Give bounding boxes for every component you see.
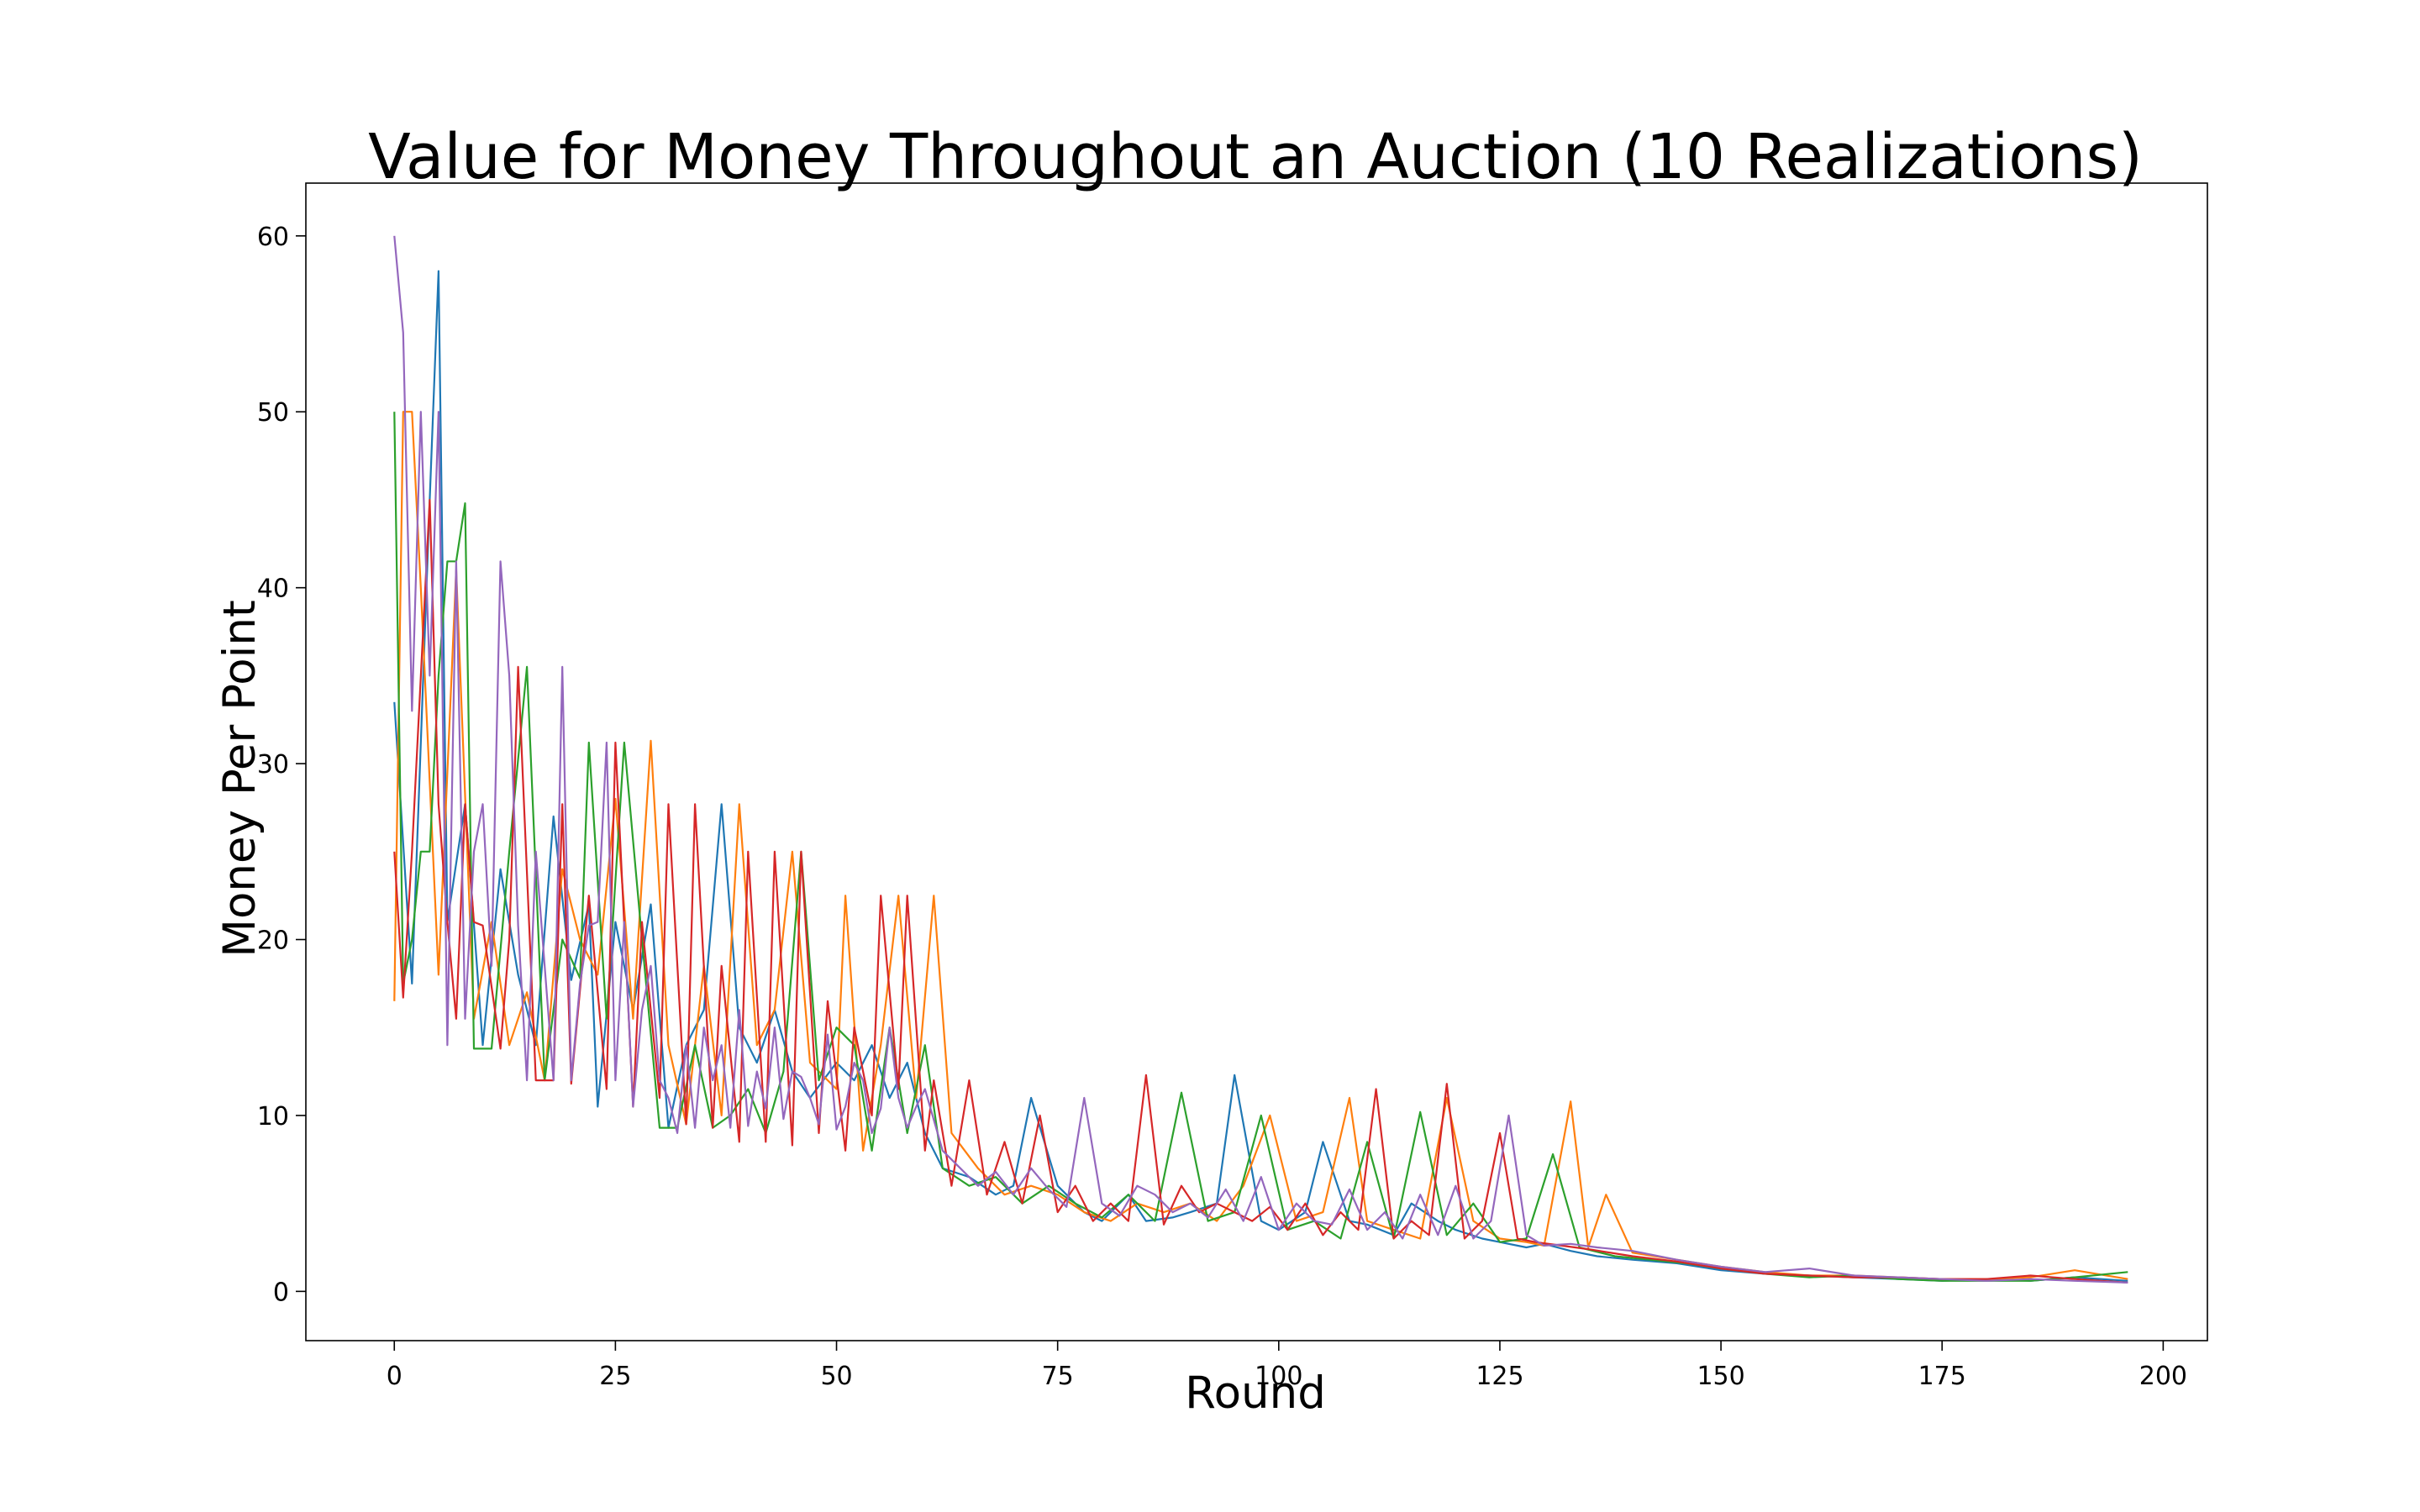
x-tick-label: 125 xyxy=(1476,1362,1523,1391)
plot-frame xyxy=(305,182,2208,1341)
chart-title: Value for Money Throughout an Auction (1… xyxy=(368,121,2143,193)
x-tick-label: 50 xyxy=(820,1362,852,1391)
x-tick-label: 175 xyxy=(1918,1362,1966,1391)
y-tick-label: 30 xyxy=(257,750,289,780)
series-line-5 xyxy=(393,235,2128,1284)
series-line-4 xyxy=(393,498,2128,1284)
y-tick-label: 10 xyxy=(257,1102,289,1131)
y-tick-label: 60 xyxy=(257,223,289,252)
series-line-2 xyxy=(393,411,2128,1280)
series-line-1 xyxy=(393,270,2128,1282)
plot-area xyxy=(393,235,2128,1284)
series-line-3 xyxy=(393,412,2128,1282)
y-tick-label: 20 xyxy=(257,927,289,956)
y-axis-label: Money Per Point xyxy=(214,600,266,957)
y-axis: 0 10 20 30 40 50 60 xyxy=(257,223,306,1307)
y-tick-label: 40 xyxy=(257,575,289,604)
x-axis: 0 25 50 75 100 125 150 175 200 xyxy=(387,1341,2187,1391)
x-axis-label: Round xyxy=(1185,1368,1326,1419)
x-tick-label: 25 xyxy=(599,1362,631,1391)
y-tick-label: 50 xyxy=(257,398,289,428)
x-tick-label: 150 xyxy=(1697,1362,1744,1391)
x-tick-label: 75 xyxy=(1042,1362,1074,1391)
x-tick-label: 100 xyxy=(1255,1362,1302,1391)
y-tick-label: 0 xyxy=(273,1278,289,1307)
x-tick-label: 200 xyxy=(2139,1362,2187,1391)
x-tick-label: 0 xyxy=(387,1362,402,1391)
